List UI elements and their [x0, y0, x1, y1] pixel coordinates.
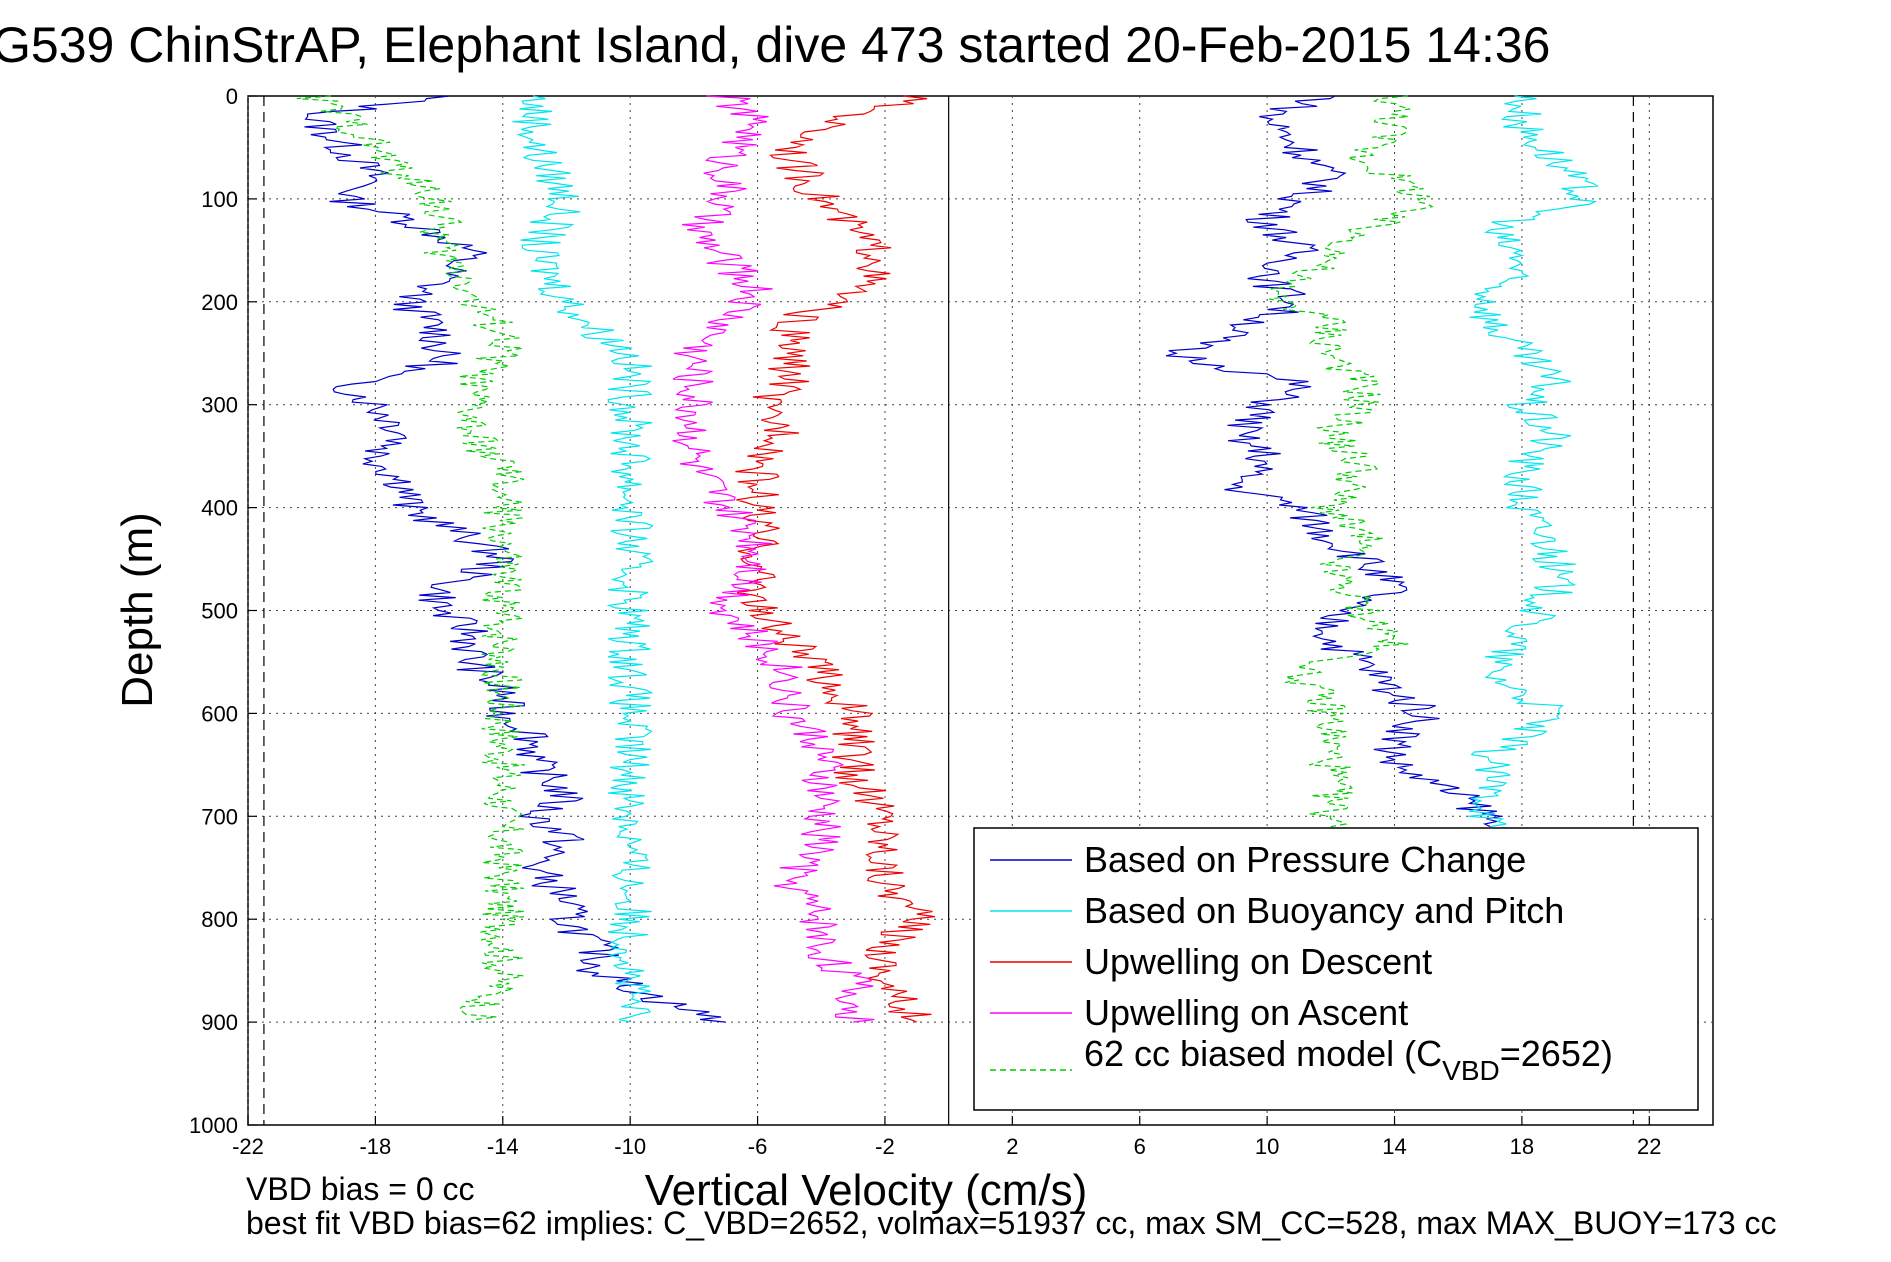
series-line: [735, 95, 935, 1023]
y-tick-label: 0: [226, 84, 238, 109]
series-lines: [296, 95, 1600, 1023]
y-tick-label: 500: [201, 599, 238, 624]
legend-label-biased-model: 62 cc biased model (CVBD=2652): [1084, 1033, 1613, 1086]
series-line: [1165, 95, 1502, 828]
y-tick-label: 100: [201, 187, 238, 212]
y-tick-label: 200: [201, 290, 238, 315]
x-tick-label: 10: [1255, 1134, 1279, 1159]
legend-label-biased-model-subscript: VBD: [1442, 1055, 1500, 1086]
annotation-best-fit: best fit VBD bias=62 implies: C_VBD=2652…: [246, 1205, 1777, 1241]
x-tick-label: -14: [487, 1134, 519, 1159]
legend-label-buoyancy: Based on Buoyancy and Pitch: [1084, 890, 1564, 931]
series-line: [304, 95, 726, 1023]
x-tick-label: 18: [1510, 1134, 1534, 1159]
x-axis-label: Vertical Velocity (cm/s): [645, 1166, 1088, 1215]
x-axis-ticks: -22 -18 -14 -10 -6 -2 2 6 10 14 18 22: [232, 1116, 1662, 1159]
series-line: [296, 95, 526, 1023]
legend-label-biased-model-end: =2652): [1500, 1033, 1613, 1074]
legend-label-upwelling-ascent: Upwelling on Ascent: [1084, 992, 1408, 1033]
legend: Based on Pressure Change Based on Buoyan…: [973, 827, 1699, 1111]
x-tick-label: 6: [1134, 1134, 1146, 1159]
x-tick-label: 14: [1382, 1134, 1406, 1159]
series-line: [512, 95, 654, 1023]
y-tick-label: 300: [201, 393, 238, 418]
x-tick-label: -22: [232, 1134, 264, 1159]
legend-label-biased-model-main: 62 cc biased model (C: [1084, 1033, 1442, 1074]
y-tick-label: 800: [201, 907, 238, 932]
y-tick-label: 700: [201, 804, 238, 829]
y-tick-label: 900: [201, 1010, 238, 1035]
y-axis-ticks: 0 100 200 300 400 500 600 700 800 900 1000: [189, 84, 257, 1138]
legend-box: [973, 827, 1699, 1111]
annotation-vbd-bias: VBD bias = 0 cc: [246, 1171, 475, 1207]
y-tick-label: 600: [201, 701, 238, 726]
y-tick-label: 400: [201, 496, 238, 521]
series-line: [672, 95, 875, 1023]
legend-label-pressure: Based on Pressure Change: [1084, 839, 1526, 880]
series-line: [1468, 95, 1600, 828]
x-tick-label: 22: [1637, 1134, 1661, 1159]
x-tick-label: -10: [614, 1134, 646, 1159]
legend-label-upwelling-descent: Upwelling on Descent: [1084, 941, 1432, 982]
x-tick-label: -18: [359, 1134, 391, 1159]
x-tick-label: 2: [1006, 1134, 1018, 1159]
series-line: [1269, 95, 1434, 828]
y-axis-label: Depth (m): [113, 512, 162, 708]
chart-title: G539 ChinStrAP, Elephant Island, dive 47…: [0, 17, 1550, 73]
x-tick-label: -6: [748, 1134, 768, 1159]
x-tick-label: -2: [875, 1134, 895, 1159]
y-tick-label: 1000: [189, 1113, 238, 1138]
